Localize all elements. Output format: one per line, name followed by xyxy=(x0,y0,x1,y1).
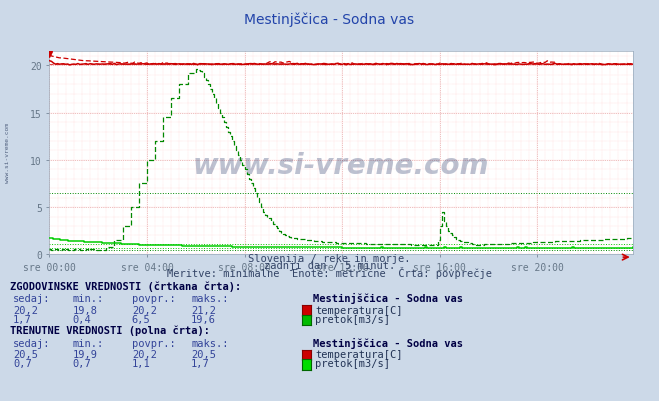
Text: povpr.:: povpr.: xyxy=(132,294,175,304)
Text: www.si-vreme.com: www.si-vreme.com xyxy=(193,152,489,180)
Text: pretok[m3/s]: pretok[m3/s] xyxy=(315,314,390,324)
Text: 6,5: 6,5 xyxy=(132,314,150,324)
Text: pretok[m3/s]: pretok[m3/s] xyxy=(315,358,390,369)
Text: Meritve: minimalne  Enote: metrične  Črta: povprečje: Meritve: minimalne Enote: metrične Črta:… xyxy=(167,266,492,278)
Text: 0,7: 0,7 xyxy=(13,358,32,369)
Text: sedaj:: sedaj: xyxy=(13,338,51,348)
Text: 1,7: 1,7 xyxy=(191,358,210,369)
Text: povpr.:: povpr.: xyxy=(132,338,175,348)
Text: 20,5: 20,5 xyxy=(13,349,38,359)
Text: 20,5: 20,5 xyxy=(191,349,216,359)
Text: 19,8: 19,8 xyxy=(72,305,98,315)
Text: sedaj:: sedaj: xyxy=(13,294,51,304)
Text: temperatura[C]: temperatura[C] xyxy=(315,305,403,315)
Text: min.:: min.: xyxy=(72,338,103,348)
Text: 20,2: 20,2 xyxy=(132,349,157,359)
Text: 20,2: 20,2 xyxy=(132,305,157,315)
Text: 19,9: 19,9 xyxy=(72,349,98,359)
Text: min.:: min.: xyxy=(72,294,103,304)
Text: maks.:: maks.: xyxy=(191,294,229,304)
Text: 21,2: 21,2 xyxy=(191,305,216,315)
Text: 0,4: 0,4 xyxy=(72,314,91,324)
Text: Slovenija / reke in morje.: Slovenija / reke in morje. xyxy=(248,253,411,263)
Text: ZGODOVINSKE VREDNOSTI (črtkana črta):: ZGODOVINSKE VREDNOSTI (črtkana črta): xyxy=(10,281,241,292)
Text: maks.:: maks.: xyxy=(191,338,229,348)
Text: 1,1: 1,1 xyxy=(132,358,150,369)
Text: 20,2: 20,2 xyxy=(13,305,38,315)
Text: www.si-vreme.com: www.si-vreme.com xyxy=(5,122,11,182)
Text: 1,7: 1,7 xyxy=(13,314,32,324)
Text: temperatura[C]: temperatura[C] xyxy=(315,349,403,359)
Text: 0,7: 0,7 xyxy=(72,358,91,369)
Text: Mestinjščica - Sodna vas: Mestinjščica - Sodna vas xyxy=(313,293,463,304)
Text: Mestinjščica - Sodna vas: Mestinjščica - Sodna vas xyxy=(313,337,463,348)
Text: 19,6: 19,6 xyxy=(191,314,216,324)
Text: TRENUTNE VREDNOSTI (polna črta):: TRENUTNE VREDNOSTI (polna črta): xyxy=(10,325,210,336)
Text: zadnji dan / 5 minut.: zadnji dan / 5 minut. xyxy=(264,261,395,271)
Text: Mestinjščica - Sodna vas: Mestinjščica - Sodna vas xyxy=(244,13,415,27)
